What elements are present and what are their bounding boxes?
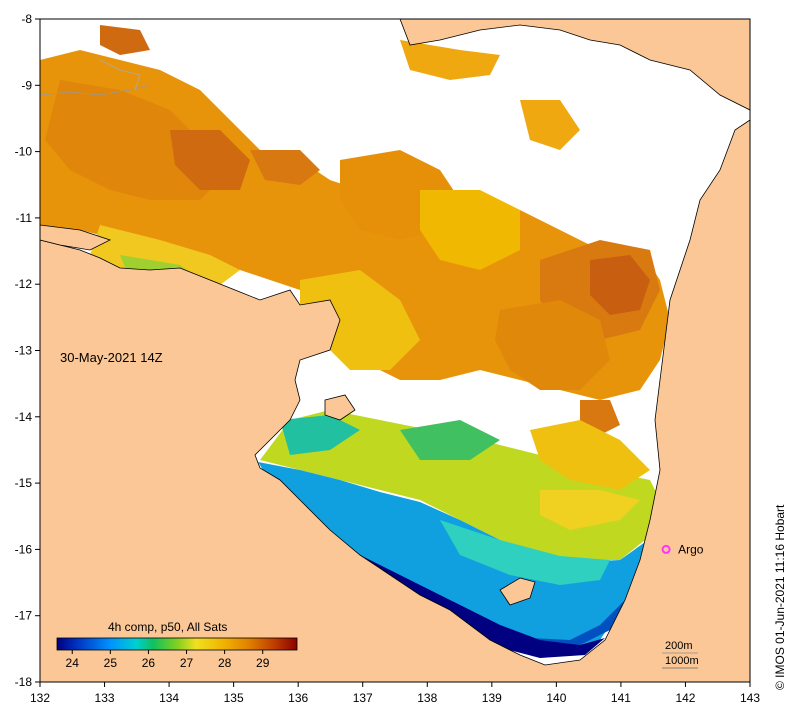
colorbar: 4h comp, p50, All Sats 24 25 26 27 28 29 xyxy=(56,620,298,670)
x-tick-label: 135 xyxy=(224,691,244,705)
credit-text: © IMOS 01-Jun-2021 11:16 Hobart xyxy=(773,504,787,690)
land-melville-coast xyxy=(40,224,112,251)
land-new-guinea xyxy=(399,19,750,111)
x-tick-label: 142 xyxy=(675,691,695,705)
colorbar-tick-label: 26 xyxy=(142,656,156,670)
x-tick-label: 137 xyxy=(353,691,373,705)
gulf-south-sst xyxy=(260,410,660,560)
y-tick-label: -8 xyxy=(21,12,32,26)
depth-legend-1000m: 1000m xyxy=(665,655,699,667)
x-tick-label: 136 xyxy=(288,691,308,705)
land-groote-islands xyxy=(324,394,356,421)
colorbar-title: 4h comp, p50, All Sats xyxy=(108,620,227,634)
sst-field xyxy=(40,25,670,435)
x-tick-label: 140 xyxy=(546,691,566,705)
y-tick-label: -14 xyxy=(15,410,33,424)
x-tick-label: 143 xyxy=(740,691,760,705)
x-tick-label: 139 xyxy=(482,691,502,705)
x-axis: 132 133 134 135 136 137 138 139 140 141 142 143 xyxy=(30,682,760,705)
map-plot-area xyxy=(40,19,750,682)
date-label: 30-May-2021 14Z xyxy=(60,350,163,365)
land-mornington-island xyxy=(499,577,536,606)
x-tick-label: 141 xyxy=(611,691,631,705)
depth-legend-200m: 200m xyxy=(665,640,693,652)
y-tick-label: -11 xyxy=(16,211,33,225)
colorbar-tick-label: 27 xyxy=(180,656,194,670)
colorbar-tick-label: 25 xyxy=(104,656,118,670)
land-cape-york xyxy=(40,119,750,682)
argo-marker[interactable] xyxy=(661,544,671,554)
y-tick-label: -15 xyxy=(15,476,33,490)
depth-contour xyxy=(40,84,151,96)
argo-label: Argo xyxy=(678,542,704,556)
colorbar-tick-label: 28 xyxy=(218,656,232,670)
y-tick-label: -12 xyxy=(15,277,33,291)
depth-contour-2 xyxy=(99,59,141,91)
colorbar-ticks: 24 25 26 27 28 29 xyxy=(66,650,270,670)
y-tick-label: -16 xyxy=(15,542,33,556)
colorbar-tick-label: 29 xyxy=(256,656,270,670)
x-tick-label: 133 xyxy=(95,691,115,705)
y-tick-label: -9 xyxy=(21,78,32,92)
colorbar-gradient xyxy=(56,637,298,651)
y-axis: -8 -9 -10 -11 -12 -13 -14 -15 -16 -17 -18 xyxy=(15,12,40,689)
x-tick-label: 138 xyxy=(417,691,437,705)
y-tick-label: -10 xyxy=(15,145,33,159)
y-tick-label: -17 xyxy=(15,609,33,623)
x-tick-label: 134 xyxy=(159,691,179,705)
y-tick-label: -18 xyxy=(15,675,33,689)
x-tick-label: 132 xyxy=(30,691,50,705)
colorbar-tick-label: 24 xyxy=(66,656,80,670)
y-tick-label: -13 xyxy=(15,344,33,358)
